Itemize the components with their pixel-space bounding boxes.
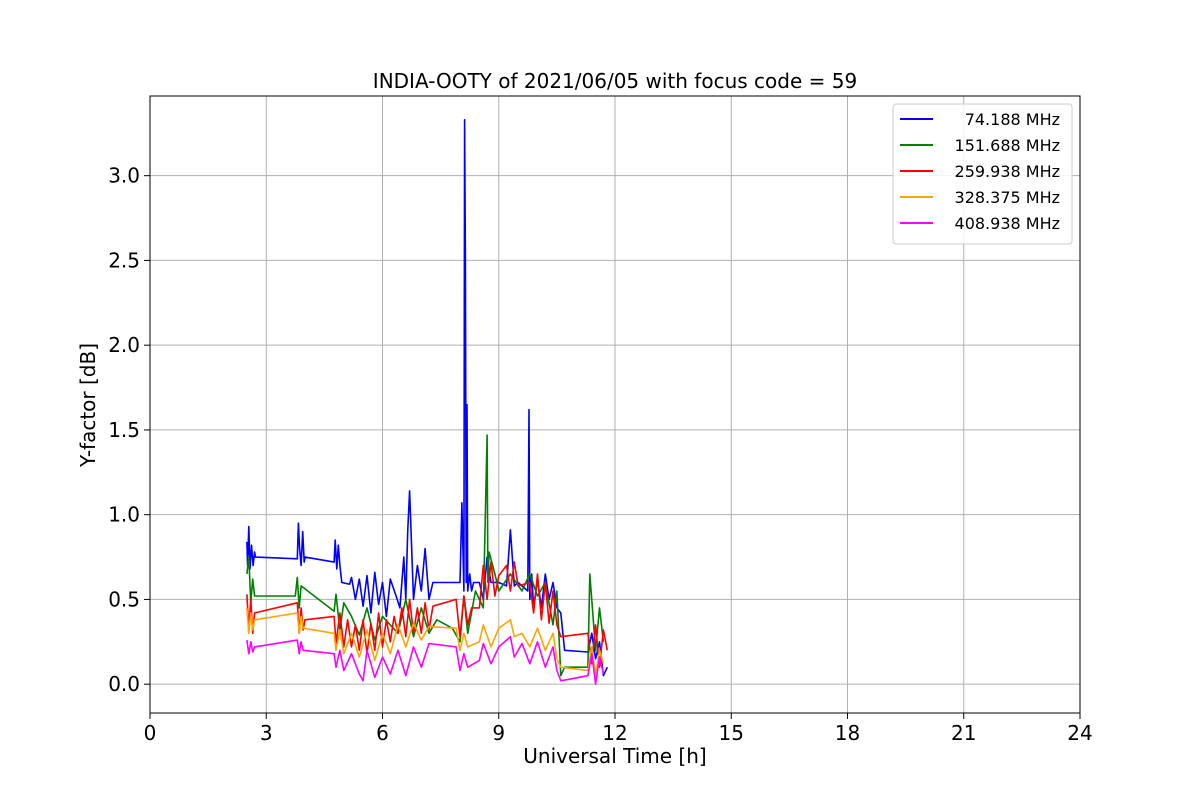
x-tick-label: 6 [376, 721, 389, 745]
y-tick-label: 1.5 [108, 418, 140, 442]
y-axis-label: Y-factor [dB] [76, 343, 100, 468]
y-tick-label: 0.0 [108, 672, 140, 696]
x-tick-label: 24 [1067, 721, 1092, 745]
x-axis-label: Universal Time [h] [523, 744, 706, 768]
legend-entry-label: 74.188 MHz [965, 110, 1060, 129]
x-tick-label: 0 [144, 721, 157, 745]
x-tick-label: 15 [719, 721, 744, 745]
y-tick-label: 3.0 [108, 164, 140, 188]
y-tick-label: 2.0 [108, 333, 140, 357]
legend-entry-label: 259.938 MHz [955, 162, 1060, 181]
series-line-4 [246, 607, 605, 677]
series-line-5 [246, 635, 605, 686]
x-tick-label: 21 [951, 721, 976, 745]
x-tick-label: 12 [602, 721, 627, 745]
y-tick-label: 1.0 [108, 503, 140, 527]
y-tick-label: 2.5 [108, 248, 140, 272]
y-tick-label: 0.5 [108, 587, 140, 611]
series-lines [246, 118, 609, 686]
legend: 74.188 MHz 151.688 MHz 259.938 MHz 328.375 … [892, 103, 1073, 245]
x-axis-ticks: 0 3 6 9 12 15 18 21 24 [144, 713, 1093, 745]
legend-box [892, 103, 1073, 245]
legend-entry-label: 408.938 MHz [955, 214, 1060, 233]
chart-title: INDIA-OOTY of 2021/06/05 with focus code… [373, 69, 857, 93]
legend-entry-label: 328.375 MHz [955, 188, 1060, 207]
x-tick-label: 3 [260, 721, 273, 745]
legend-entry-label: 151.688 MHz [955, 136, 1060, 155]
x-tick-label: 18 [835, 721, 860, 745]
x-tick-label: 9 [492, 721, 505, 745]
y-axis-ticks: 0.0 0.5 1.0 1.5 2.0 2.5 3.0 [108, 164, 150, 696]
